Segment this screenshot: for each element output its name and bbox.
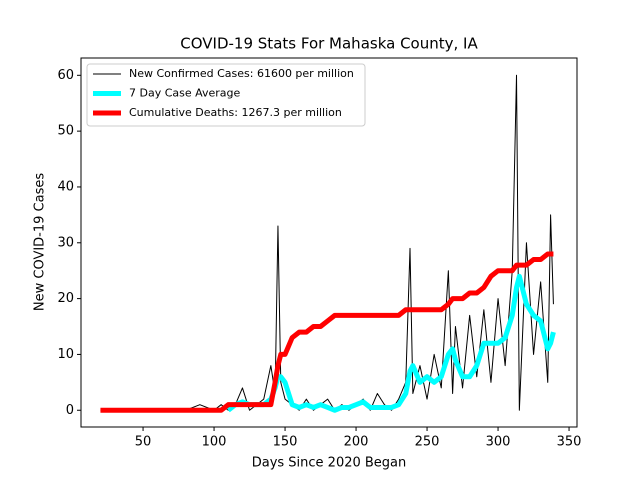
y-tick-label: 50 [57, 124, 74, 139]
series-line [226, 273, 556, 413]
y-tick-label: 40 [57, 179, 74, 194]
x-tick-label: 150 [273, 435, 298, 450]
x-tick-label: 300 [486, 435, 511, 450]
x-tick-label: 200 [344, 435, 369, 450]
y-axis-label: New COVID-19 Cases [33, 173, 48, 311]
x-tick-label: 250 [415, 435, 440, 450]
y-tick-label: 20 [57, 291, 74, 306]
legend-box [86, 63, 366, 127]
chart-title: COVID-19 Stats For Mahaska County, IA [180, 35, 478, 53]
legend-label: New Confirmed Cases: 61600 per million [129, 67, 354, 80]
x-tick-label: 50 [135, 435, 152, 450]
legend-label: 7 Day Case Average [129, 87, 241, 100]
x-axis-label: Days Since 2020 Began [252, 456, 407, 471]
legend-label: Cumulative Deaths: 1267.3 per million [129, 106, 342, 119]
series-line [100, 251, 554, 413]
x-tick-label: 350 [557, 435, 582, 450]
y-tick-label: 60 [57, 68, 74, 83]
y-tick-label: 30 [57, 235, 74, 250]
plot-frame [80, 57, 578, 428]
y-tick-label: 10 [57, 347, 74, 362]
y-tick-label: 0 [66, 403, 74, 418]
x-tick-label: 100 [202, 435, 227, 450]
